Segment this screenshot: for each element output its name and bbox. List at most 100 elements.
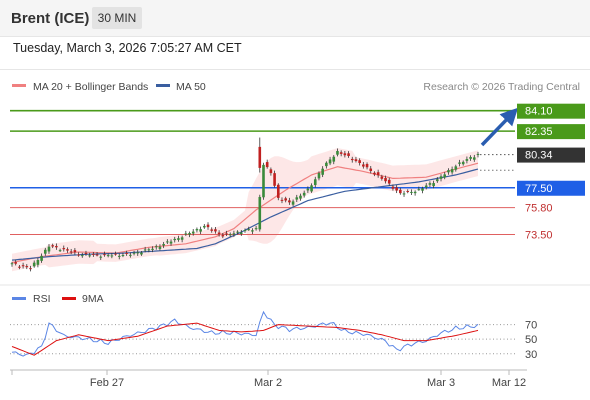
x-tick-label: Mar 12 (492, 377, 526, 389)
candle-body (358, 160, 361, 163)
candle-body (184, 233, 188, 235)
candle-body (273, 173, 276, 186)
candle-body (169, 241, 173, 244)
candle-body (247, 229, 250, 231)
candle-body (384, 178, 387, 182)
candle-body (365, 164, 369, 168)
level-tags: 84.10 82.35 77.50 75.80 73.50 80.34 (517, 103, 585, 241)
candle-body (332, 156, 336, 162)
candle-body (432, 183, 435, 187)
candle-body (473, 157, 476, 160)
candle-body (92, 253, 95, 255)
candle-body (288, 200, 291, 203)
candle-body (240, 232, 243, 234)
candle-body (103, 254, 106, 256)
candle-body (265, 162, 269, 168)
candle-body (195, 229, 199, 231)
level-tag-77.50 (517, 180, 585, 196)
candle-body (154, 246, 158, 248)
chart-header: Brent (ICE) 30 MIN (0, 0, 590, 37)
candle-body (339, 152, 343, 154)
candle-body (199, 229, 202, 232)
candle-body (373, 172, 376, 175)
candle-body (417, 189, 421, 191)
candle-body (18, 266, 21, 268)
candle-body (428, 183, 432, 185)
candle-body (376, 172, 380, 176)
last-price-label: 80.34 (525, 150, 553, 162)
candle-body (77, 254, 80, 256)
candle-body (43, 249, 47, 254)
level-label-75.80: 75.80 (525, 203, 553, 215)
candle-body (276, 184, 280, 198)
candle-body (469, 157, 472, 159)
candle-body (36, 259, 40, 265)
candle-body (295, 197, 299, 200)
ma20-legend-label: MA 20 + Bollinger Bands (33, 81, 148, 93)
candle-body (217, 232, 221, 235)
rsi-ma-legend-label: 9MA (82, 293, 104, 305)
gap-candle-body (258, 146, 262, 168)
candle-body (84, 252, 88, 254)
level-tag-82.35 (517, 124, 585, 140)
x-tick-label: Mar 3 (427, 377, 455, 389)
last-price-tag (517, 147, 585, 163)
candle-body (306, 188, 310, 191)
candle-body (362, 164, 365, 167)
candle-body (399, 189, 402, 194)
candle-body (110, 255, 114, 257)
candle-body (302, 192, 306, 196)
ma20-legend-swatch (12, 84, 26, 87)
candle-body (51, 245, 54, 247)
ma50-legend-swatch (156, 84, 170, 87)
candle-body (29, 268, 32, 270)
x-tick-label: Mar 2 (254, 377, 282, 389)
candle-body (336, 150, 339, 155)
candle-body (66, 249, 69, 251)
rsi-line (11, 310, 479, 357)
candle-body (321, 168, 324, 175)
level-tag-84.10 (517, 103, 585, 119)
candle-body (254, 228, 258, 230)
candle-body (424, 185, 428, 188)
candle-body (106, 255, 110, 257)
candle-body (214, 229, 217, 232)
level-label-77.50: 77.50 (525, 183, 553, 195)
rsi-panel: 70 50 30 (10, 310, 537, 361)
candle-body (317, 173, 321, 179)
candle-body (343, 153, 347, 156)
candle-body (347, 153, 350, 156)
rsi-ma-line (11, 322, 479, 356)
candle-body (158, 246, 162, 249)
candle-body (421, 188, 424, 191)
candle-body (228, 234, 232, 236)
timestamp: Tuesday, March 3, 2026 7:05:27 AM CET (13, 41, 242, 55)
candle-body (203, 225, 206, 228)
candle-body (402, 193, 406, 195)
candle-body (55, 246, 58, 248)
candle-body (47, 246, 51, 252)
candle-body (476, 153, 480, 155)
x-axis-ticks: Feb 27 Mar 2 Mar 3 Mar 12 (11, 370, 526, 389)
candle-body (258, 196, 262, 230)
candle-body (461, 161, 465, 165)
candle-body (132, 252, 136, 254)
candle-body (232, 233, 236, 235)
timeframe-button[interactable]: 30 MIN (92, 7, 142, 29)
candle-body (117, 255, 121, 257)
divider (0, 69, 590, 70)
candle-body (450, 169, 454, 173)
candle-body (14, 262, 17, 264)
candle-body (280, 199, 284, 201)
candle-body (291, 201, 295, 205)
candle-body (10, 263, 14, 265)
candle-body (162, 243, 165, 246)
candle-body (58, 250, 62, 252)
candle-body (454, 166, 458, 170)
candle-body (95, 254, 99, 256)
candle-body (114, 253, 117, 255)
candle-body (299, 195, 302, 199)
candle-body (236, 231, 239, 233)
candle-body (380, 176, 384, 179)
